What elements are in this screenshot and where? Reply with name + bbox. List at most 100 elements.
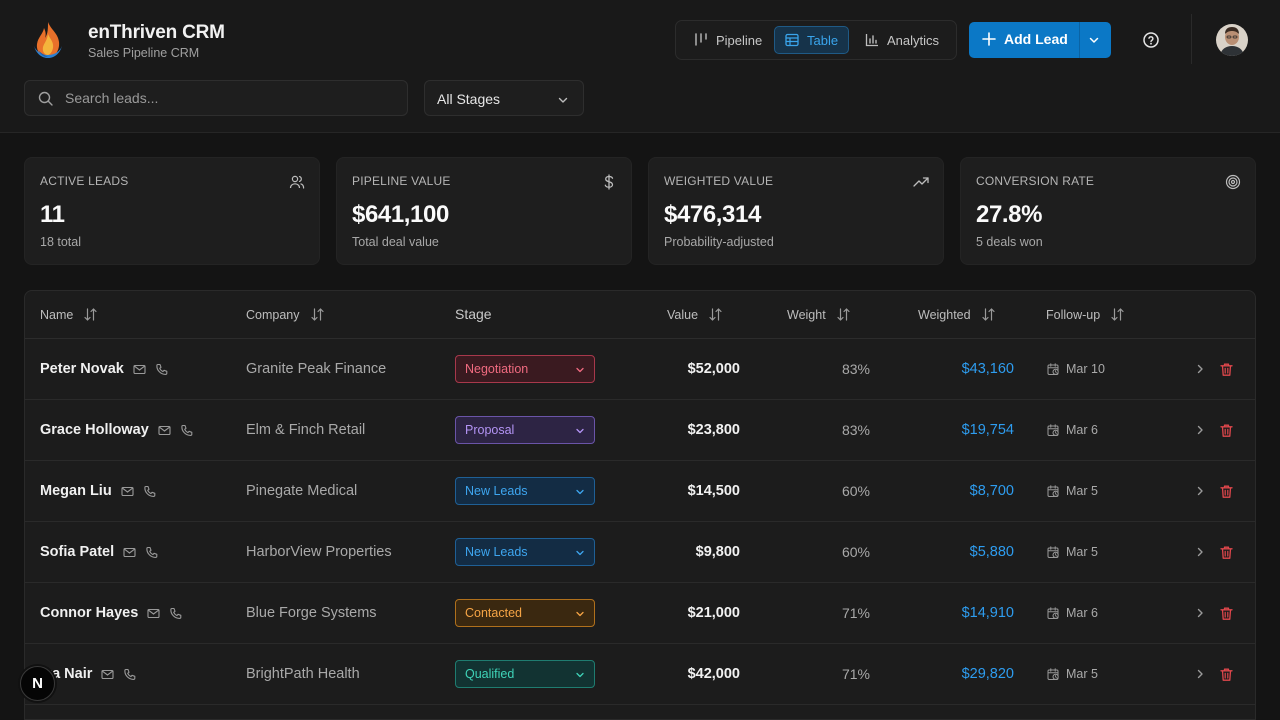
- stage-filter-select[interactable]: All Stages: [424, 80, 584, 116]
- trash-icon: [1220, 607, 1233, 620]
- tab-pipeline[interactable]: Pipeline: [684, 26, 772, 54]
- open-lead-button[interactable]: [1194, 522, 1206, 582]
- calendar-clock-icon: [1047, 606, 1059, 619]
- value-cell: $21,000: [687, 605, 740, 621]
- open-lead-button[interactable]: [1194, 644, 1206, 704]
- calendar-clock-icon: [1047, 667, 1059, 680]
- phone-icon[interactable]: [145, 546, 158, 559]
- followup-cell: Mar 6: [1047, 400, 1098, 460]
- table-row[interactable]: Sofia Patel HarborView Properties New Le…: [25, 522, 1255, 583]
- delete-lead-button[interactable]: [1219, 522, 1234, 582]
- mail-icon[interactable]: [123, 546, 136, 559]
- dev-tools-badge[interactable]: N: [20, 666, 55, 701]
- stage-select-value: Contacted: [465, 606, 522, 620]
- search-box[interactable]: [24, 80, 408, 116]
- add-lead-button[interactable]: Add Lead: [969, 22, 1111, 58]
- open-lead-button[interactable]: [1194, 583, 1206, 643]
- lead-name[interactable]: Sofia Patel: [40, 544, 115, 560]
- column-header-label: Value: [667, 307, 699, 322]
- help-icon[interactable]: [1142, 31, 1160, 49]
- stage-select[interactable]: Qualified: [455, 660, 595, 688]
- weight-cell: 71%: [841, 605, 870, 621]
- table-row[interactable]: Megan Liu Pinegate Medical New Leads $14…: [25, 461, 1255, 522]
- weight-cell: 83%: [841, 422, 870, 438]
- weight-cell: 60%: [841, 483, 870, 499]
- mail-icon[interactable]: [158, 424, 171, 437]
- weight-cell: 71%: [841, 666, 870, 682]
- users-icon: [289, 175, 305, 189]
- chevron-down-icon[interactable]: [1088, 34, 1100, 46]
- delete-lead-button[interactable]: [1219, 400, 1234, 460]
- chevron-down-icon: [576, 367, 584, 373]
- weight-cell: 83%: [841, 361, 870, 377]
- table-header: Name Company Stage Value Weight Weighted…: [25, 291, 1255, 339]
- phone-icon[interactable]: [169, 607, 182, 620]
- stage-select[interactable]: Contacted: [455, 599, 595, 627]
- stage-cell: New Leads: [455, 461, 595, 521]
- chevron-right-icon: [1197, 364, 1203, 374]
- sort-icon: [1111, 308, 1124, 321]
- delete-lead-button[interactable]: [1219, 644, 1234, 704]
- phone-icon[interactable]: [155, 363, 168, 376]
- tab-analytics-label: Analytics: [887, 32, 940, 48]
- lead-name[interactable]: Megan Liu: [40, 483, 112, 499]
- weight-cell: 60%: [841, 544, 870, 560]
- app-title: enThriven CRM: [88, 22, 225, 43]
- followup-cell: Mar 6: [1047, 583, 1098, 643]
- stage-cell: Negotiation: [455, 339, 595, 399]
- followup-cell: Mar 5: [1047, 522, 1098, 582]
- table-row[interactable]: iya Nair BrightPath Health Qualified $42…: [25, 644, 1255, 705]
- stage-select[interactable]: Negotiation: [455, 355, 595, 383]
- delete-lead-button[interactable]: [1219, 339, 1234, 399]
- phone-icon[interactable]: [143, 485, 156, 498]
- lead-name[interactable]: Grace Holloway: [40, 422, 149, 438]
- search-input[interactable]: [65, 81, 395, 115]
- phone-icon[interactable]: [123, 668, 136, 681]
- mail-icon[interactable]: [133, 363, 146, 376]
- table-row[interactable]: Connor Hayes Blue Forge Systems Contacte…: [25, 583, 1255, 644]
- chevron-right-icon: [1197, 425, 1203, 435]
- open-lead-button[interactable]: [1194, 461, 1206, 521]
- top-bar: enThriven CRM Sales Pipeline CRM Pipelin…: [0, 0, 1280, 133]
- value-cell: $14,500: [687, 483, 740, 499]
- value-cell: $52,000: [687, 361, 740, 377]
- open-lead-button[interactable]: [1194, 400, 1206, 460]
- column-header-weight[interactable]: Weight: [787, 307, 851, 322]
- phone-icon[interactable]: [180, 424, 193, 437]
- tab-table[interactable]: Table: [774, 26, 850, 54]
- chevron-right-icon: [1197, 608, 1203, 618]
- weighted-cell: $5,880: [969, 544, 1014, 560]
- lead-name[interactable]: Connor Hayes: [40, 605, 139, 621]
- mail-icon[interactable]: [147, 607, 160, 620]
- mail-icon[interactable]: [121, 485, 134, 498]
- stage-filter-value: All Stages: [437, 91, 501, 107]
- stage-select[interactable]: New Leads: [455, 538, 595, 566]
- tab-analytics[interactable]: Analytics: [855, 26, 949, 54]
- lead-name[interactable]: Peter Novak: [40, 361, 124, 377]
- delete-lead-button[interactable]: [1219, 461, 1234, 521]
- app-subtitle: Sales Pipeline CRM: [88, 46, 200, 60]
- avatar[interactable]: [1216, 24, 1248, 56]
- lead-name-cell: iya Nair: [40, 644, 136, 704]
- stage-select[interactable]: Proposal: [455, 416, 595, 444]
- stat-value: 27.8%: [976, 201, 1043, 228]
- tab-pipeline-label: Pipeline: [716, 32, 763, 48]
- stage-select[interactable]: New Leads: [455, 477, 595, 505]
- column-header-followup[interactable]: Follow-up: [1046, 307, 1125, 322]
- table-row[interactable]: Grace Holloway Elm & Finch Retail Propos…: [25, 400, 1255, 461]
- column-header-label: Weight: [787, 307, 826, 322]
- open-lead-button[interactable]: [1194, 339, 1206, 399]
- stat-card-pipeline-value: PIPELINE VALUE $641,100 Total deal value: [336, 157, 632, 265]
- column-header-name[interactable]: Name: [40, 307, 98, 322]
- stage-select-value: New Leads: [465, 484, 528, 498]
- chevron-down-icon: [576, 672, 584, 678]
- table-row[interactable]: Peter Novak Granite Peak Finance Negotia…: [25, 339, 1255, 400]
- column-header-value[interactable]: Value: [667, 307, 723, 322]
- column-header-weighted[interactable]: Weighted: [918, 307, 996, 322]
- column-header-company[interactable]: Company: [246, 307, 325, 322]
- stage-cell: Qualified: [455, 644, 595, 704]
- mail-icon[interactable]: [101, 668, 114, 681]
- delete-lead-button[interactable]: [1219, 583, 1234, 643]
- column-header-label: Weighted: [918, 307, 971, 322]
- chevron-down-icon: [558, 97, 568, 103]
